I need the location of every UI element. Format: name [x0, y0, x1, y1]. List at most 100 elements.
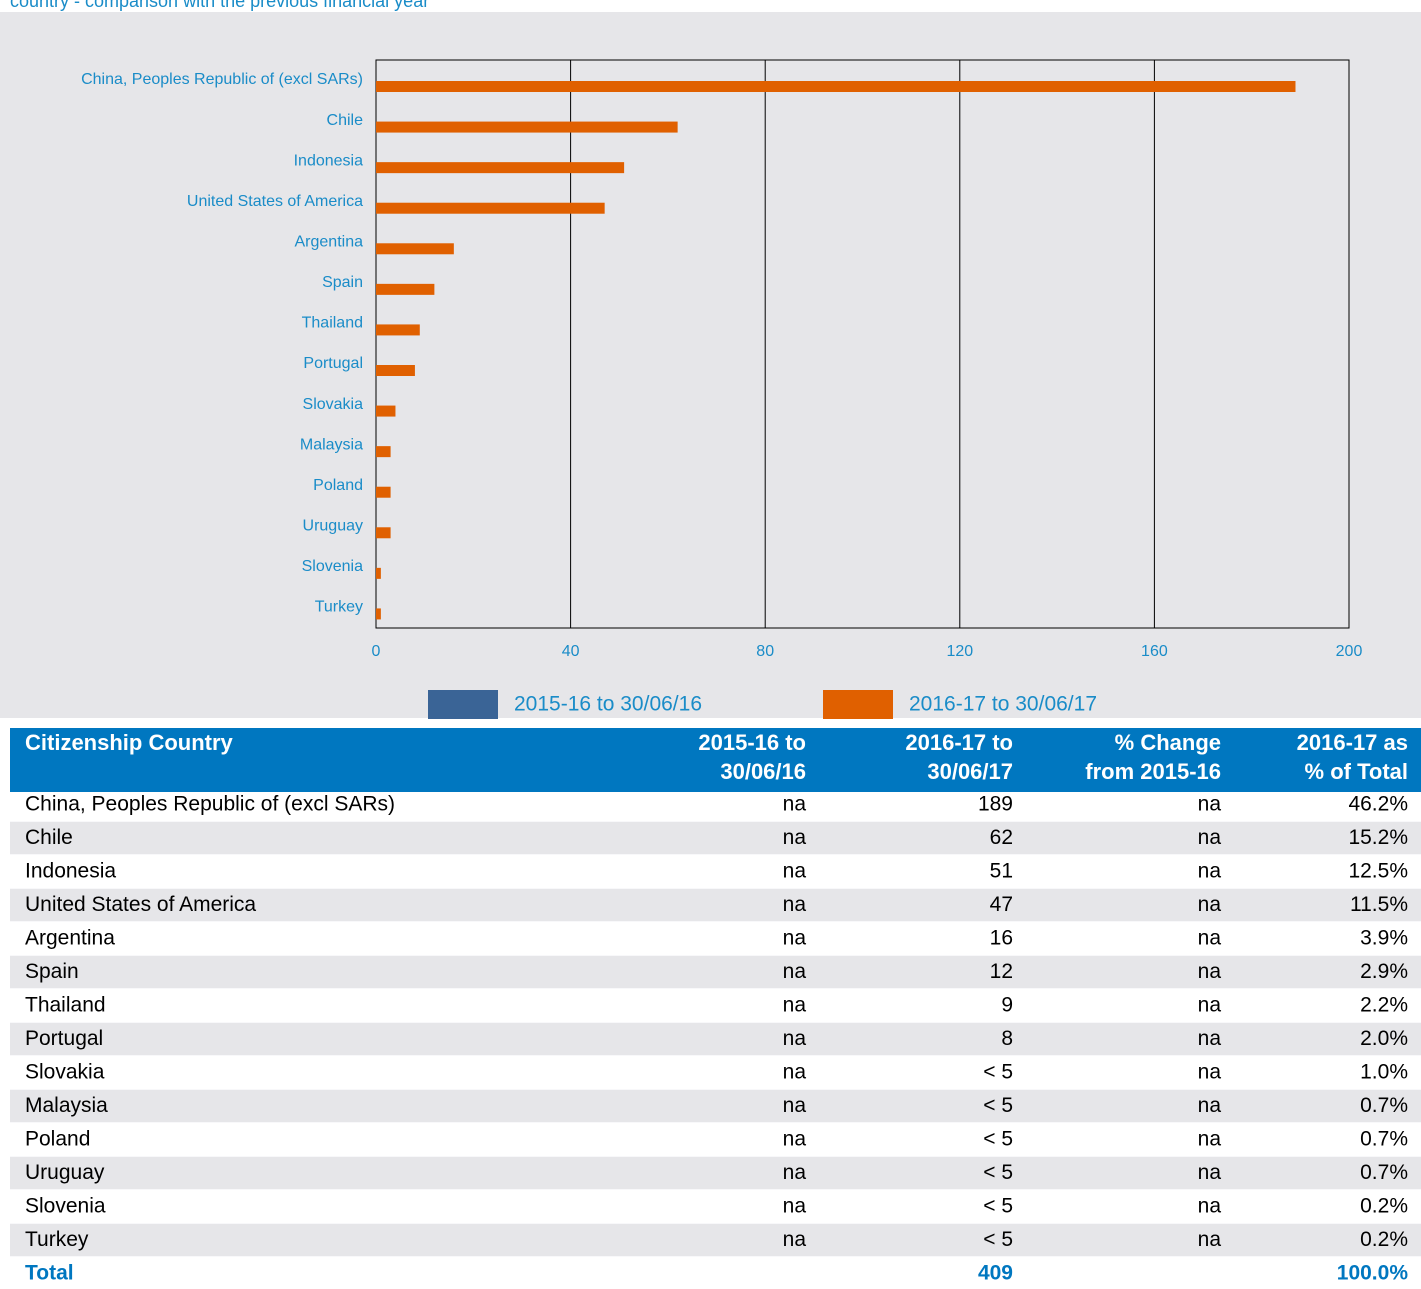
table-row-background: [10, 888, 1421, 922]
table-cell: na: [1198, 1094, 1222, 1117]
bar: [376, 608, 381, 620]
bar: [376, 283, 435, 295]
table-cell: 47: [990, 893, 1013, 916]
y-tick-label: Uruguay: [303, 518, 363, 535]
legend-swatch: [428, 690, 498, 719]
table-cell: na: [1198, 860, 1222, 883]
chart-background: [0, 12, 1421, 718]
table-cell: na: [783, 994, 807, 1017]
table-cell: < 5: [983, 1161, 1013, 1184]
table-cell: Poland: [25, 1128, 90, 1151]
y-tick-label: Argentina: [295, 234, 364, 251]
table-cell: 0.7%: [1360, 1128, 1408, 1151]
table-cell: 9: [1001, 994, 1013, 1017]
table-cell: Slovakia: [25, 1061, 105, 1084]
table-cell: < 5: [983, 1228, 1013, 1251]
table-cell: Portugal: [25, 1027, 103, 1050]
x-tick-label: 80: [756, 643, 774, 660]
y-tick-label: Chile: [327, 112, 364, 129]
table-cell: na: [1198, 994, 1222, 1017]
table-cell: 189: [978, 793, 1013, 816]
bar: [376, 202, 605, 214]
bar: [376, 405, 396, 417]
table-cell: 0.7%: [1360, 1161, 1408, 1184]
y-tick-label: United States of America: [187, 193, 363, 210]
bar: [376, 324, 420, 336]
table-cell: na: [783, 960, 807, 983]
table-cell: na: [783, 927, 807, 950]
table-cell: China, Peoples Republic of (excl SARs): [25, 793, 395, 816]
table-cell: Chile: [25, 826, 73, 849]
y-tick-label: Poland: [313, 477, 363, 494]
legend-label: 2015-16 to 30/06/16: [514, 693, 702, 716]
table-total: 100.0%: [1337, 1262, 1409, 1285]
table-cell: na: [783, 1195, 807, 1218]
bar: [376, 527, 391, 539]
y-tick-label: Slovakia: [303, 396, 364, 413]
table-header: 30/06/17: [927, 759, 1013, 784]
table-cell: na: [1198, 927, 1222, 950]
table-cell: 51: [990, 860, 1013, 883]
x-tick-label: 0: [372, 643, 381, 660]
table-row-background: [10, 821, 1421, 855]
y-tick-label: Slovenia: [302, 558, 363, 575]
y-tick-label: Spain: [322, 274, 363, 291]
table-cell: 12.5%: [1348, 860, 1408, 883]
table-header: 30/06/16: [720, 759, 806, 784]
table-total: Total: [25, 1262, 74, 1285]
bar: [376, 365, 415, 376]
table-cell: na: [1198, 893, 1222, 916]
table-cell: na: [783, 1228, 807, 1251]
y-tick-label: Portugal: [303, 355, 363, 372]
table-cell: < 5: [983, 1094, 1013, 1117]
chart-title: country - comparison with the previous f…: [10, 0, 429, 11]
table-cell: 16: [990, 927, 1013, 950]
legend-label: 2016-17 to 30/06/17: [909, 693, 1097, 716]
table-cell: 3.9%: [1360, 927, 1408, 950]
legend-swatch: [823, 690, 893, 719]
table-cell: 12: [990, 960, 1013, 983]
table-header: Citizenship Country: [25, 730, 234, 755]
table-cell: na: [1198, 1195, 1222, 1218]
bar: [376, 243, 454, 255]
bar: [376, 121, 678, 133]
table-cell: na: [1198, 1128, 1222, 1151]
bar: [376, 446, 391, 458]
table-cell: 46.2%: [1348, 793, 1408, 816]
table-total: 409: [978, 1262, 1013, 1285]
table-cell: na: [783, 860, 807, 883]
table-cell: 8: [1001, 1027, 1013, 1050]
table-cell: Turkey: [25, 1228, 89, 1251]
table-header: % of Total: [1305, 759, 1408, 784]
y-tick-label: Turkey: [315, 599, 363, 616]
table-cell: 2.9%: [1360, 960, 1408, 983]
table-row-background: [10, 1089, 1421, 1123]
table-cell: Malaysia: [25, 1094, 108, 1117]
y-tick-label: Malaysia: [300, 436, 363, 453]
x-tick-label: 40: [562, 643, 580, 660]
table-cell: na: [783, 1094, 807, 1117]
y-tick-label: Indonesia: [294, 152, 363, 169]
table-header: from 2015-16: [1085, 759, 1221, 784]
table-cell: na: [783, 793, 807, 816]
table-row-background: [10, 1156, 1421, 1190]
table-cell: na: [783, 1128, 807, 1151]
table-cell: 0.7%: [1360, 1094, 1408, 1117]
table-cell: < 5: [983, 1061, 1013, 1084]
table-cell: Spain: [25, 960, 79, 983]
table-cell: na: [783, 1061, 807, 1084]
table-header-background: [10, 728, 1421, 792]
table-row-background: [10, 1223, 1421, 1257]
table-cell: na: [1198, 1061, 1222, 1084]
table-cell: na: [1198, 793, 1222, 816]
table-cell: Indonesia: [25, 860, 116, 883]
table-cell: na: [783, 1027, 807, 1050]
table-cell: Argentina: [25, 927, 115, 950]
y-tick-label: Thailand: [302, 315, 363, 332]
table-header: 2016-17 to: [905, 730, 1013, 755]
table-cell: 62: [990, 826, 1013, 849]
bar: [376, 162, 625, 174]
x-tick-label: 160: [1141, 643, 1168, 660]
table-cell: 0.2%: [1360, 1195, 1408, 1218]
